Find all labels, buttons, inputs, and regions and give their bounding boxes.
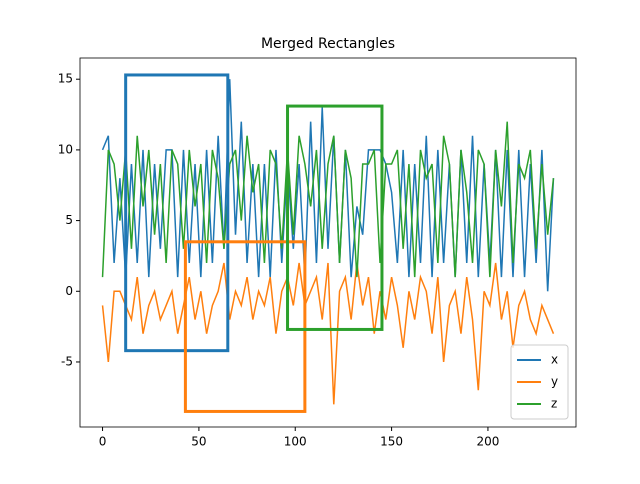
rectangle — [286, 104, 384, 331]
x-tick-label: 50 — [191, 435, 206, 449]
line — [101, 79, 555, 292]
x-tick-label: 100 — [284, 435, 307, 449]
line — [101, 121, 555, 278]
chart-title: Merged Rectangles — [261, 36, 395, 52]
y-tick-label: -5 — [61, 354, 73, 368]
line — [101, 262, 555, 405]
x-tick-label: 200 — [476, 435, 499, 449]
x-tick-label: 150 — [380, 435, 403, 449]
legend-label: x — [551, 353, 558, 367]
y-tick-label: 5 — [65, 213, 73, 227]
y-tick-label: 10 — [58, 142, 73, 156]
y-tick-label: 0 — [65, 284, 73, 298]
plot-frame — [79, 57, 577, 428]
rectangle — [124, 73, 230, 353]
legend-label: y — [551, 375, 558, 389]
legend-label: z — [551, 397, 557, 411]
rectangle — [183, 240, 307, 413]
x-tick-label: 0 — [99, 435, 107, 449]
y-tick-label: 15 — [58, 72, 73, 86]
